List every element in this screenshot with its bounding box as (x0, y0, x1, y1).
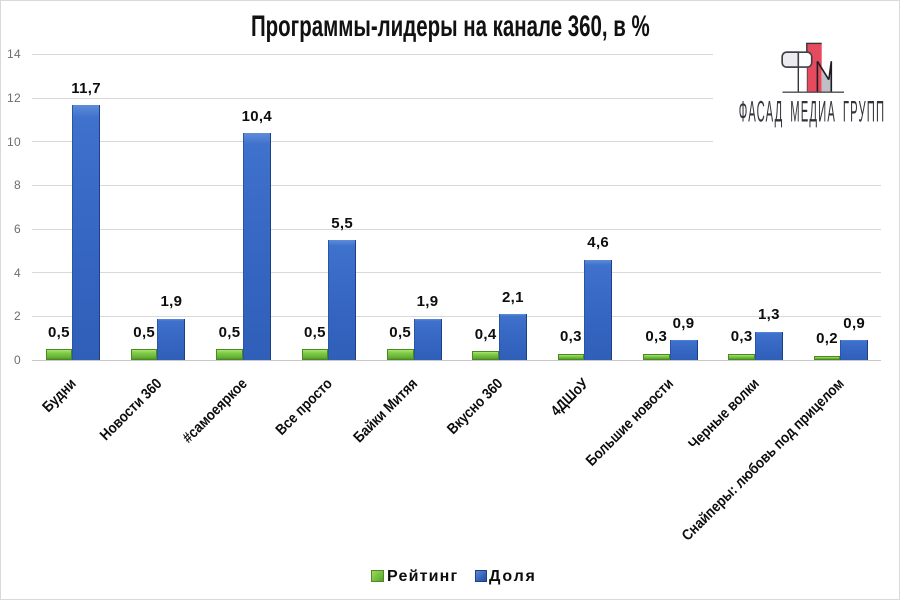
svg-text:ФАСАД МЕДИА ГРУПП: ФАСАД МЕДИА ГРУПП (739, 95, 885, 128)
